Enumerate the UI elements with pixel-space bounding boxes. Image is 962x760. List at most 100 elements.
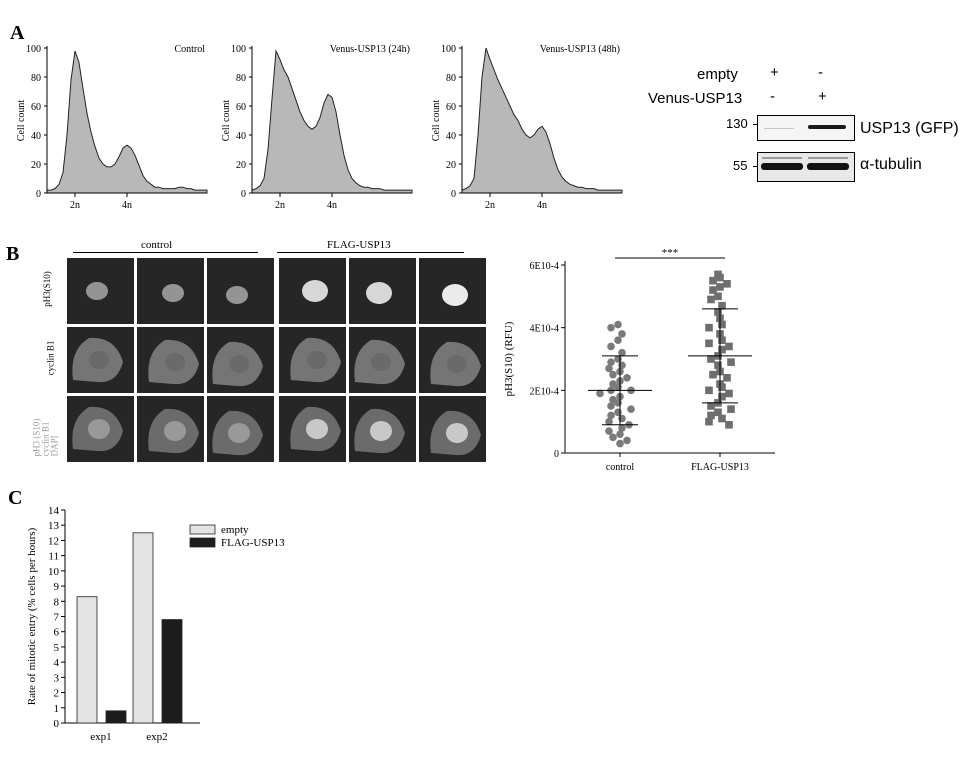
bar-exp2-empty bbox=[132, 532, 154, 724]
nucleus-merge bbox=[306, 419, 328, 439]
micrograph-cyclin-flag-2 bbox=[349, 327, 416, 393]
y-tick-label: 100 bbox=[231, 44, 246, 55]
data-point-flag bbox=[705, 323, 713, 332]
x-tick-label: FLAG-USP13 bbox=[691, 462, 749, 473]
row-label-merge: pH3 (S10) cyclin B1 DAPI bbox=[31, 418, 60, 457]
band-tubulin-lane2 bbox=[807, 163, 849, 170]
y-tick-label: 0 bbox=[54, 718, 60, 730]
western-blot: empty + - Venus-USP13 - + 130 USP13 (GFP… bbox=[640, 60, 960, 190]
histogram-area bbox=[251, 48, 413, 194]
y-axis-label: Cell count bbox=[431, 100, 442, 142]
panel-letter-a: A bbox=[10, 22, 25, 44]
data-point-flag bbox=[707, 355, 715, 363]
group-line-flag bbox=[277, 252, 464, 253]
x-tick-label: 2n bbox=[485, 200, 495, 211]
x-tick-label: 4n bbox=[122, 200, 132, 211]
y-tick-label: 10 bbox=[48, 566, 60, 578]
x-tick-label: 4n bbox=[537, 200, 547, 211]
nucleus-outline bbox=[307, 351, 327, 369]
data-point-flag bbox=[705, 417, 713, 426]
band-tubulin-upper-lane2 bbox=[808, 157, 848, 159]
y-tick-label: 2E10-4 bbox=[530, 386, 559, 397]
data-point-flag bbox=[727, 405, 735, 413]
legend-swatch bbox=[189, 537, 216, 548]
blot-venus-sign-lane1: - bbox=[770, 88, 775, 105]
y-tick-label: 3 bbox=[54, 672, 60, 684]
data-point-control bbox=[605, 364, 613, 373]
data-point-flag bbox=[707, 411, 715, 420]
nucleus-merge bbox=[88, 419, 110, 439]
data-point-flag bbox=[723, 280, 731, 288]
data-point-control bbox=[627, 405, 635, 413]
blot-box-usp13 bbox=[757, 115, 855, 141]
nucleus-outline bbox=[371, 353, 391, 371]
y-tick-label: 20 bbox=[236, 160, 246, 171]
bar-exp1-flag-usp13 bbox=[105, 710, 127, 724]
micrograph-ph3-control-1 bbox=[67, 258, 134, 324]
x-tick-label: exp2 bbox=[146, 731, 167, 743]
data-point-flag bbox=[709, 370, 717, 379]
micrograph-merge-flag-1 bbox=[279, 396, 346, 462]
data-point-control bbox=[618, 348, 626, 357]
data-point-control bbox=[607, 411, 615, 420]
data-point-control bbox=[607, 323, 615, 332]
y-tick-label: 60 bbox=[446, 102, 456, 113]
data-point-flag bbox=[714, 408, 722, 417]
data-point-flag bbox=[718, 320, 726, 329]
data-point-flag bbox=[725, 421, 733, 429]
data-point-control bbox=[609, 370, 617, 379]
histogram-venus-48h: Cell count 0 20 40 60 80 100 2n 4n Venus-USP13 (4… bbox=[430, 38, 630, 223]
row-label-ph3: pH3(S10) bbox=[41, 271, 52, 307]
nucleus-outline bbox=[165, 353, 185, 371]
nucleus-outline bbox=[89, 351, 109, 369]
y-tick-label: 80 bbox=[236, 73, 246, 84]
legend-label: FLAG-USP13 bbox=[221, 537, 285, 549]
y-tick-label: 40 bbox=[446, 131, 456, 142]
y-tick-label: 14 bbox=[48, 505, 60, 517]
marker-130-tick bbox=[753, 124, 757, 125]
data-point-control bbox=[596, 389, 604, 398]
nucleus-ph3 bbox=[442, 284, 468, 306]
data-point-control bbox=[605, 417, 613, 426]
blot-empty-sign-lane1: + bbox=[770, 64, 779, 81]
y-tick-label: 60 bbox=[236, 102, 246, 113]
y-tick-label: 40 bbox=[236, 131, 246, 142]
y-axis-label: pH3(S10) (RFU) bbox=[503, 321, 515, 396]
band-label-tubulin: α-tubulin bbox=[860, 156, 922, 173]
x-tick-label: exp1 bbox=[90, 731, 111, 743]
histogram-title: Control bbox=[174, 44, 205, 55]
data-point-flag bbox=[718, 414, 726, 423]
data-point-flag bbox=[714, 292, 722, 301]
y-tick-label: 0 bbox=[554, 449, 559, 460]
y-tick-label: 100 bbox=[26, 44, 41, 55]
data-point-control bbox=[614, 336, 622, 344]
data-point-flag bbox=[705, 339, 713, 348]
bar-exp1-empty bbox=[76, 596, 98, 724]
data-point-flag bbox=[714, 308, 722, 316]
data-point-flag bbox=[716, 283, 724, 291]
y-tick-label: 1 bbox=[54, 703, 60, 715]
data-point-flag bbox=[716, 273, 724, 282]
data-point-flag bbox=[718, 383, 726, 391]
data-point-flag bbox=[718, 301, 726, 310]
micrograph-merge-control-3 bbox=[207, 396, 274, 462]
y-tick-label: 2 bbox=[54, 688, 60, 700]
data-point-control bbox=[614, 399, 622, 407]
microscopy-panel: control FLAG-USP13 pH3(S10) cyclin B1 pH… bbox=[31, 238, 486, 468]
band-tubulin-upper-lane1 bbox=[762, 157, 802, 159]
data-point-flag bbox=[718, 345, 726, 354]
y-tick-label: 20 bbox=[446, 160, 456, 171]
nucleus-merge bbox=[164, 421, 186, 441]
micrograph-ph3-flag-3 bbox=[419, 258, 486, 324]
micrograph-merge-control-1 bbox=[67, 396, 134, 462]
group-line-control bbox=[73, 252, 258, 253]
data-point-control bbox=[623, 436, 631, 445]
y-tick-label: 80 bbox=[31, 73, 41, 84]
y-tick-label: 0 bbox=[241, 189, 246, 200]
micrograph-ph3-flag-1 bbox=[279, 258, 346, 324]
y-tick-label: 20 bbox=[31, 160, 41, 171]
micrograph-cyclin-control-1 bbox=[67, 327, 134, 393]
bar-chart-mitotic-entry: Rate of mitotic entry (% cells per hours… bbox=[15, 495, 335, 760]
nucleus-merge bbox=[446, 423, 468, 443]
blot-empty-sign-lane2: - bbox=[818, 64, 823, 81]
